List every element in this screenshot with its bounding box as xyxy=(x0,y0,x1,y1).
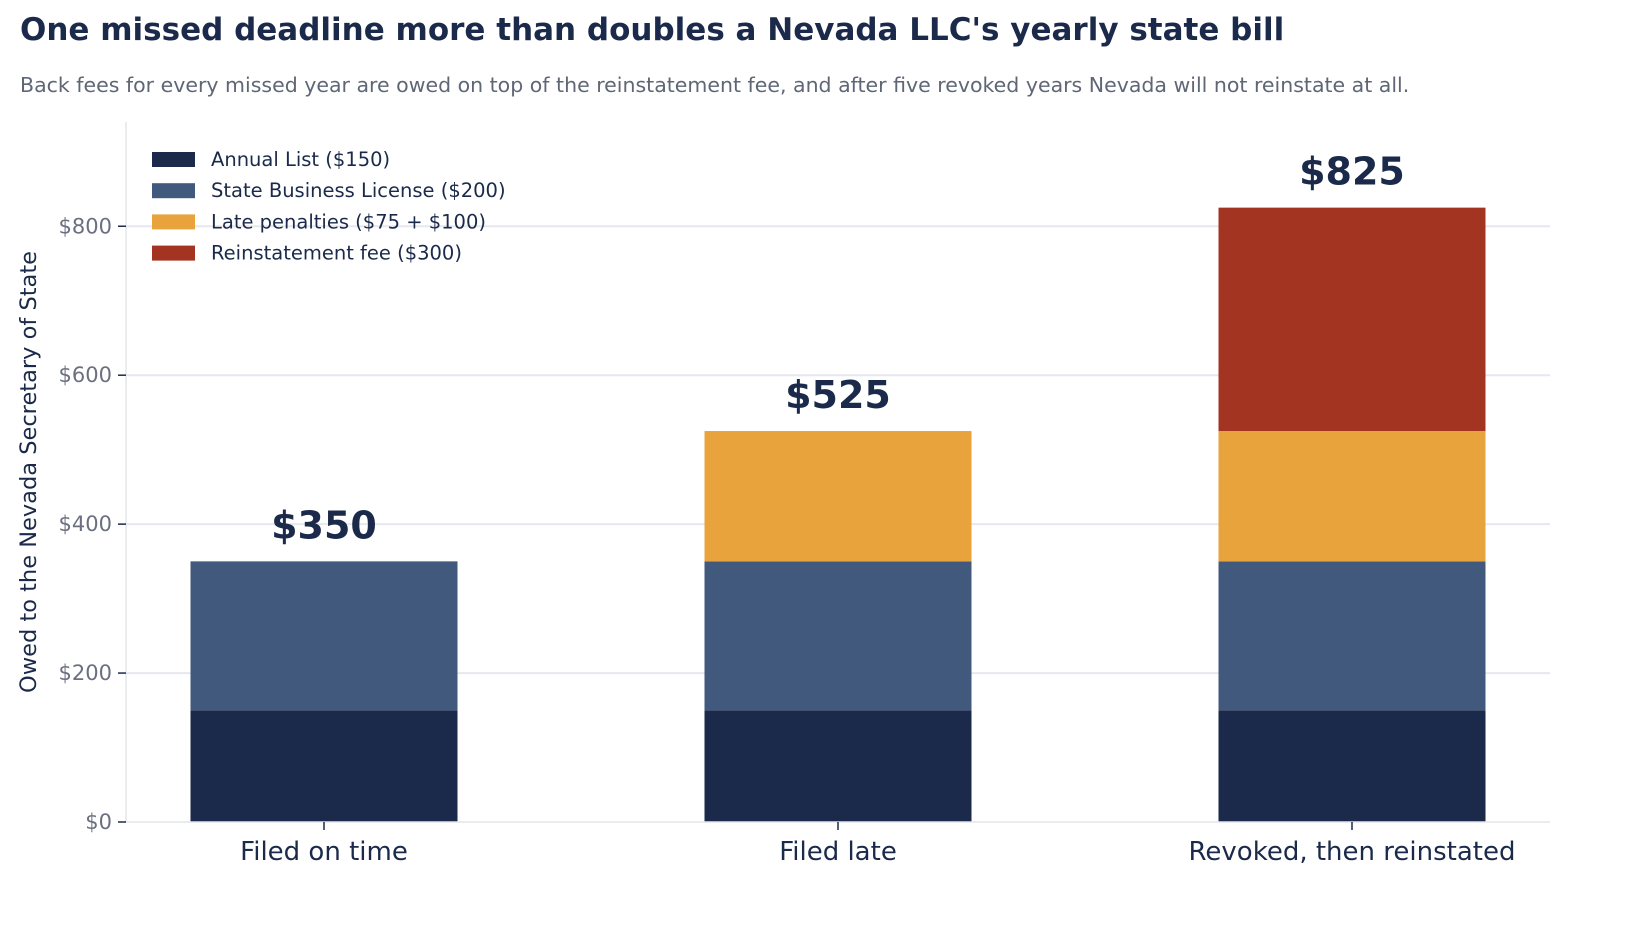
legend-label: Annual List ($150) xyxy=(211,148,390,171)
bar-segment xyxy=(1218,431,1486,562)
y-tick-label: $0 xyxy=(85,810,112,834)
x-tick-label: Revoked, then reinstated xyxy=(1189,837,1516,867)
bar-segment xyxy=(190,710,458,822)
y-tick-label: $800 xyxy=(59,214,112,238)
bar-segment xyxy=(1218,207,1486,432)
bars xyxy=(190,207,1486,822)
legend-label: Late penalties ($75 + $100) xyxy=(211,210,486,233)
bar-segment xyxy=(1218,710,1486,822)
legend-swatch xyxy=(152,152,195,167)
bar-segment xyxy=(190,561,458,711)
y-tick-label: $400 xyxy=(59,512,112,536)
total-label: $825 xyxy=(1299,150,1405,194)
y-tick-label: $200 xyxy=(59,661,112,685)
legend-label: Reinstatement fee ($300) xyxy=(211,242,462,265)
legend: Annual List ($150) State Business License… xyxy=(152,148,506,265)
legend-swatch xyxy=(152,183,195,199)
x-tick-label: Filed on time xyxy=(240,837,408,867)
total-label: $525 xyxy=(785,373,891,417)
x-tick-label: Filed late xyxy=(779,837,897,867)
chart-subtitle: Back fees for every missed year are owed… xyxy=(20,73,1410,97)
chart-title: One missed deadline more than doubles a … xyxy=(20,12,1285,48)
bar-segment xyxy=(1218,561,1486,711)
y-ticks: $0 $200 $400 $600 $800 xyxy=(59,214,126,834)
x-ticks: Filed on time Filed late Revoked, then rei… xyxy=(240,822,1515,867)
y-tick-label: $600 xyxy=(59,363,112,387)
legend-label: State Business License ($200) xyxy=(211,179,506,202)
total-label: $350 xyxy=(271,503,377,547)
y-axis-label: Owed to the Nevada Secretary of State xyxy=(16,251,42,693)
bar-segment xyxy=(704,431,972,562)
legend-swatch xyxy=(152,245,195,261)
legend-swatch xyxy=(152,214,195,230)
total-labels: $350 $525 $825 xyxy=(271,150,1405,548)
bar-segment xyxy=(704,561,972,711)
bar-segment xyxy=(704,710,972,822)
